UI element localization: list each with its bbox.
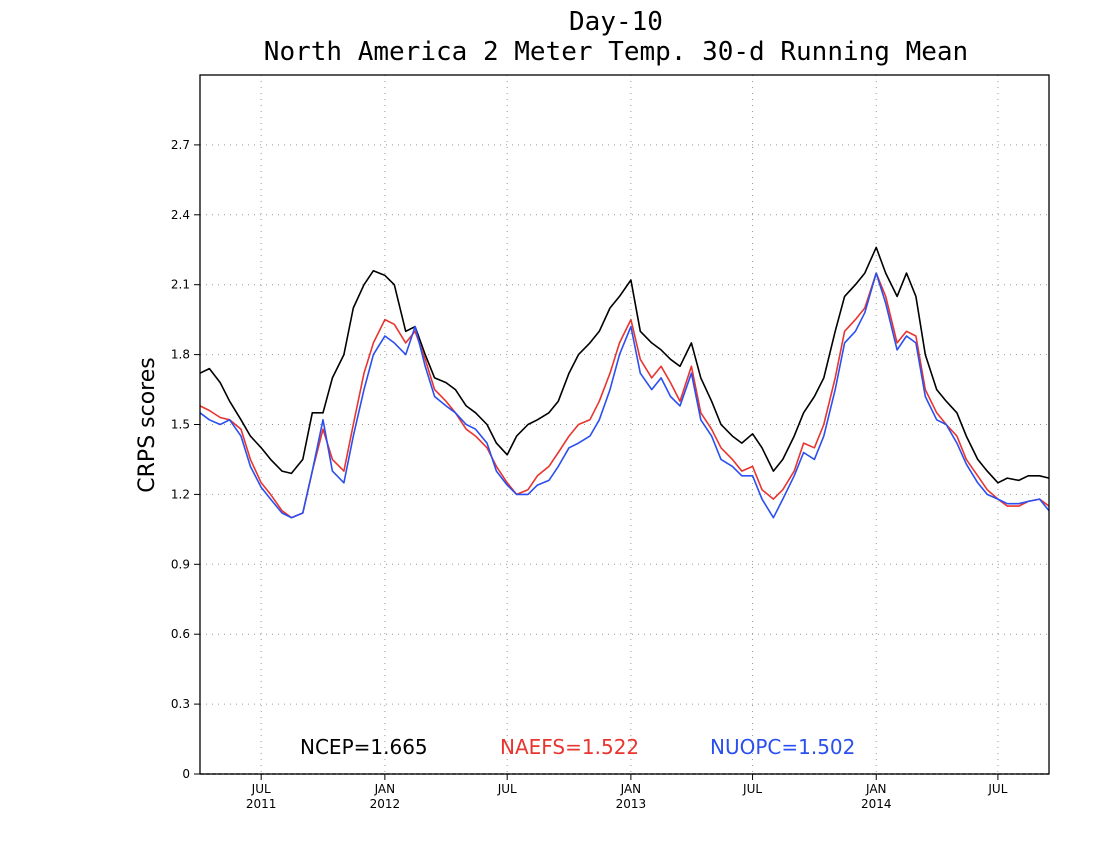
- plot-frame: [199, 74, 1050, 775]
- x-tick-label: JUL: [497, 782, 517, 796]
- x-tick-label: JUL: [742, 782, 762, 796]
- legend-naefs: NAEFS=1.522: [500, 735, 639, 759]
- legend-ncep: NCEP=1.665: [300, 735, 428, 759]
- x-tick-label: JAN: [374, 782, 396, 796]
- x-tick-year-label: 2011: [246, 797, 277, 811]
- x-tick-label: JUL: [987, 782, 1007, 796]
- y-tick-label: 0.9: [171, 557, 190, 571]
- y-tick-label: 2.1: [171, 278, 190, 292]
- grid-lines: [200, 75, 1049, 774]
- series-line-nuopc: [199, 272, 1050, 519]
- y-axis-ticks: 0 0.3 0.6 0.9 1.2 1.5 1.8 2.1 2.4 2.7: [171, 138, 200, 781]
- x-tick-year-label: 2013: [616, 797, 647, 811]
- chart-subtitle: North America 2 Meter Temp. 30-d Running…: [264, 37, 968, 67]
- legend: NCEP=1.665 NAEFS=1.522 NUOPC=1.502: [300, 735, 855, 759]
- y-tick-label: 2.7: [171, 138, 190, 152]
- series-lines: [199, 246, 1050, 519]
- x-tick-year-label: 2012: [370, 797, 401, 811]
- y-tick-label: 1.5: [171, 418, 190, 432]
- y-tick-label: 1.2: [171, 487, 190, 501]
- y-tick-label: 2.4: [171, 208, 190, 222]
- x-tick-label: JAN: [620, 782, 642, 796]
- legend-nuopc: NUOPC=1.502: [710, 735, 855, 759]
- series-line-naefs: [199, 272, 1050, 519]
- x-tick-year-label: 2014: [861, 797, 892, 811]
- y-axis-label: CRPS scores: [135, 357, 160, 492]
- series-line-ncep: [199, 246, 1050, 484]
- x-tick-label: JAN: [865, 782, 887, 796]
- y-tick-label: 0: [182, 767, 190, 781]
- y-tick-label: 0.6: [171, 627, 190, 641]
- y-tick-label: 0.3: [171, 697, 190, 711]
- y-tick-label: 1.8: [171, 348, 190, 362]
- chart-title: Day-10: [569, 7, 663, 37]
- x-tick-label: JUL: [251, 782, 271, 796]
